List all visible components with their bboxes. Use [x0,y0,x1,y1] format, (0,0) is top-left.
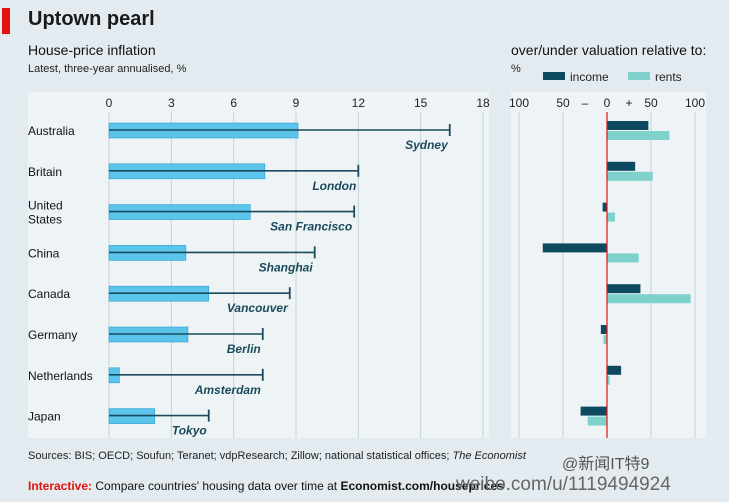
interactive-link[interactable]: Economist.com/houseprices [340,479,504,493]
left-tick-label: 15 [414,96,428,110]
country-label: Britain [28,165,62,179]
city-label: Tokyo [172,424,207,438]
valuation-bar-rents [603,335,607,344]
valuation-bar-income [542,243,607,253]
legend-label-income: income [570,70,609,84]
city-label: Amsterdam [194,383,261,397]
country-label: Canada [28,287,70,301]
legend-swatch-rents [628,72,650,80]
valuation-bar-rents [607,171,653,181]
source-italic: The Economist [452,450,526,462]
valuation-bar-rents [607,294,691,304]
valuation-bar-rents [587,416,607,426]
legend-swatch-income [543,72,565,80]
left-tick-label: 9 [293,96,300,110]
city-label: Shanghai [259,260,314,274]
chart-title: Uptown pearl [28,8,155,30]
watermark-url: weibo.com/u/1119494924 [456,474,671,495]
valuation-bar-income [607,121,649,130]
valuation-bar-income [607,365,622,375]
city-label: Vancouver [227,301,289,315]
left-tick-label: 12 [352,96,366,110]
country-label: Netherlands [28,369,93,383]
right-tick-label: 0 [604,96,611,110]
country-label: Germany [28,328,77,342]
left-panel-subtitle: Latest, three-year annualised, % [28,63,187,75]
source-note: Sources: BIS; OECD; Soufun; Teranet; vdp… [28,450,526,462]
city-label: Berlin [227,342,261,356]
valuation-bar-rents [607,253,639,263]
valuation-bar-income [607,284,641,294]
left-tick-label: 3 [168,96,175,110]
right-tick-label: – [582,96,589,110]
valuation-bar-rents [607,131,670,140]
country-label: China [28,246,60,260]
left-tick-label: 6 [230,96,237,110]
source-text: Sources: BIS; OECD; Soufun; Teranet; vdp… [28,450,453,462]
right-tick-label: 100 [685,96,705,110]
valuation-bar-income [607,161,636,171]
country-label: States [28,213,62,227]
valuation-bar-rents [607,212,615,222]
right-panel-title: over/under valuation relative to: [511,42,707,58]
right-panel-unit: % [511,63,521,75]
city-label: San Francisco [270,220,352,234]
left-panel-title: House-price inflation [28,42,156,58]
right-plot-area [511,92,706,438]
country-label: United [28,199,63,213]
city-label: Sydney [405,138,449,152]
interactive-text: Compare countries' housing data over tim… [92,479,341,493]
country-label: Australia [28,124,75,138]
watermark-handle: @新闻IT特9 [562,456,650,473]
country-label: Japan [28,410,61,424]
valuation-bar-income [580,406,607,416]
right-tick-label: 50 [644,96,658,110]
left-plot-area [28,92,489,438]
interactive-label: Interactive: [28,479,93,493]
valuation-bar-rents [607,375,610,385]
right-tick-label: 50 [556,96,570,110]
right-tick-label: + [625,96,632,110]
right-tick-label: 100 [509,96,529,110]
valuation-bar-income [602,202,607,212]
left-tick-label: 18 [476,96,490,110]
interactive-note: Interactive: Compare countries' housing … [28,479,504,493]
brand-marker [2,8,10,34]
left-tick-label: 0 [106,96,113,110]
city-label: London [312,179,356,193]
legend-label-rents: rents [655,70,682,84]
valuation-bar-income [600,325,607,334]
